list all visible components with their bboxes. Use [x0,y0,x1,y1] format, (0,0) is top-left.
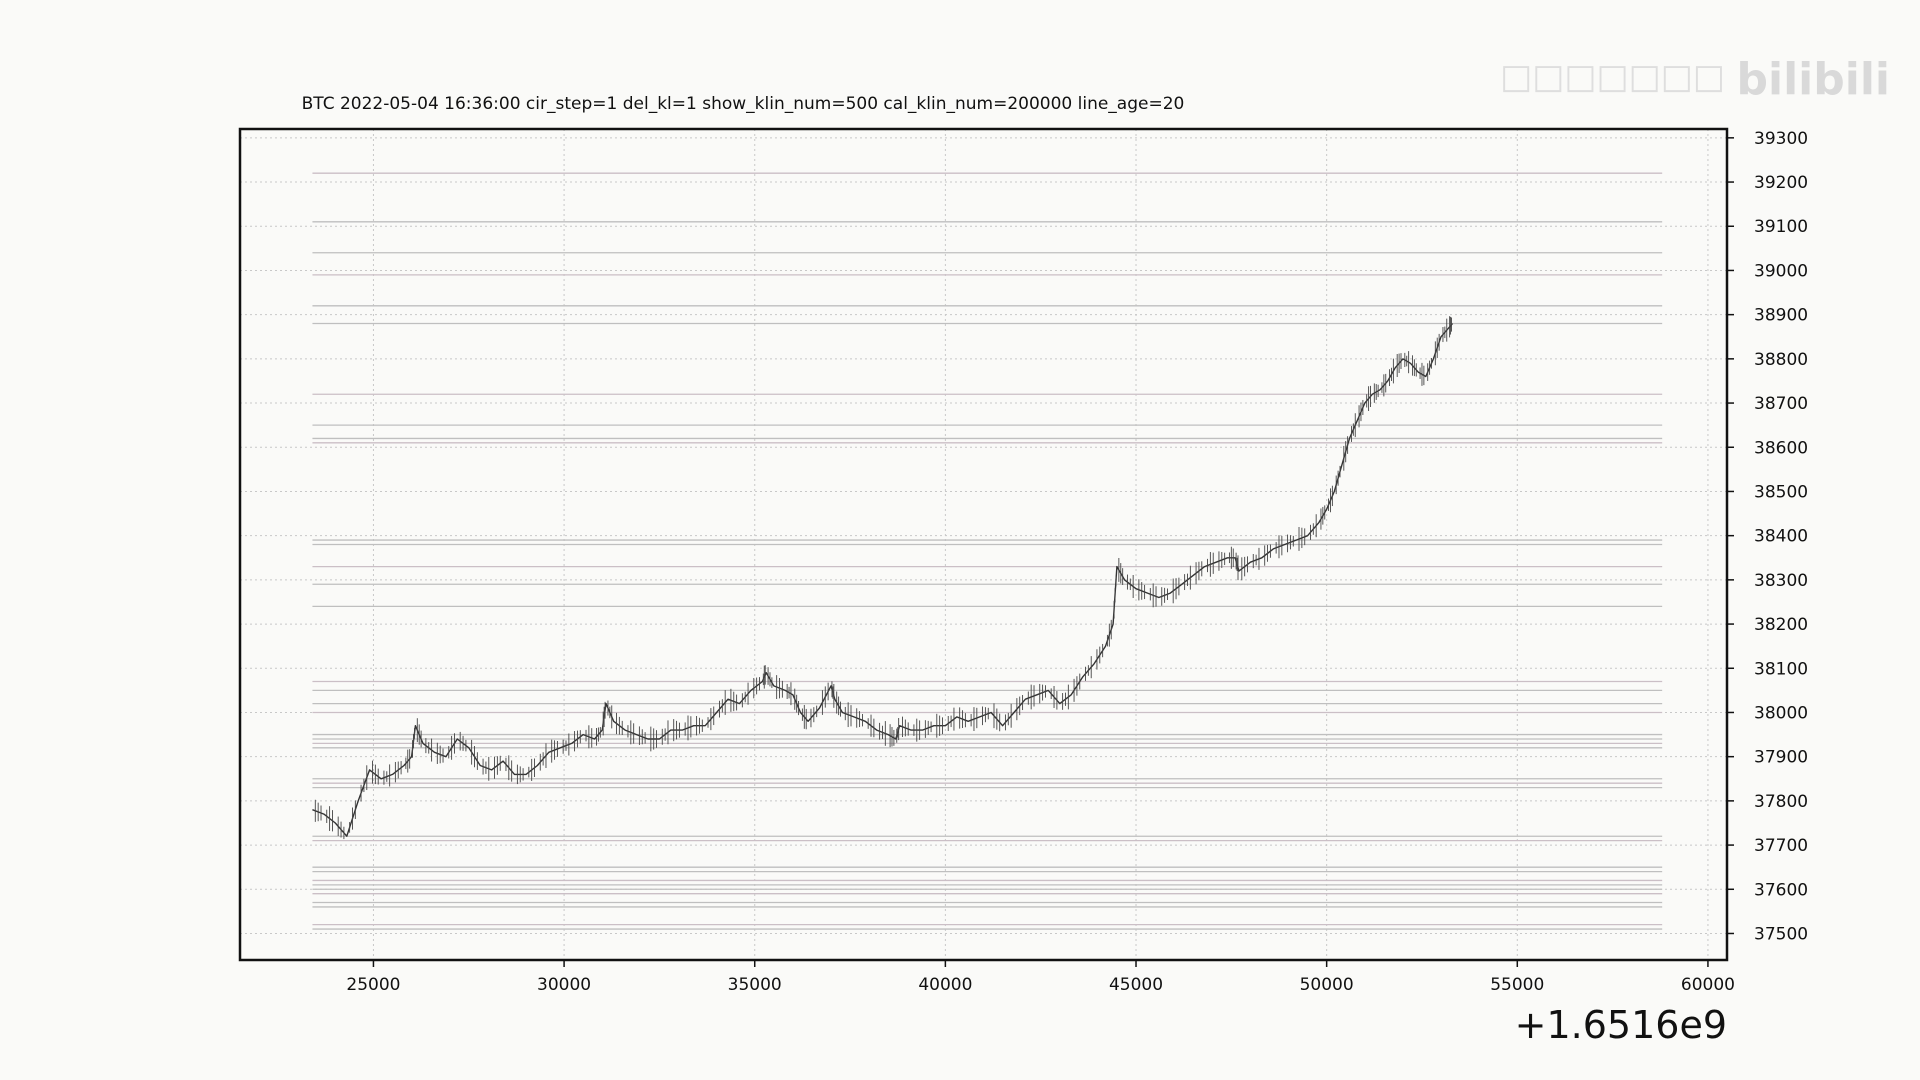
chart-title: BTC 2022-05-04 16:36:00 cir_step=1 del_k… [302,94,1185,114]
y-tick-label: 37800 [1754,792,1808,812]
y-tick-label: 38000 [1754,703,1808,723]
y-tick-label: 38200 [1754,615,1808,635]
y-tick-label: 38300 [1754,571,1808,591]
y-tick-label: 37900 [1754,748,1808,768]
y-tick-label: 39000 [1754,261,1808,281]
y-tick-label: 38800 [1754,350,1808,370]
x-tick-label: 40000 [918,975,972,995]
y-tick-label: 38600 [1754,438,1808,458]
x-tick-label: 25000 [346,975,400,995]
x-axis-offset-label: +1.6516e9 [1515,1003,1727,1047]
y-tick-label: 38900 [1754,306,1808,326]
watermark-bilibili-logo: bilibili [1737,54,1890,105]
plot-frame [238,127,1729,962]
x-tick-label: 60000 [1681,975,1735,995]
x-tick-label: 30000 [537,975,591,995]
series-layer [312,316,1454,840]
y-tick-label: 38100 [1754,659,1808,679]
y-tick-label: 39300 [1754,129,1808,149]
x-axis: 25000 30000 35000 40000 45000 50000 55000 60000 [346,960,1735,995]
horizontal-level-lines [312,172,1663,930]
y-tick-label: 38400 [1754,527,1808,547]
y-tick-label: 38500 [1754,482,1808,502]
y-tick-label: 39100 [1754,217,1808,237]
y-tick-label: 37600 [1754,880,1808,900]
y-tick-label: 39200 [1754,173,1808,193]
y-tick-label: 37700 [1754,836,1808,856]
x-tick-label: 55000 [1490,975,1544,995]
x-tick-label: 50000 [1300,975,1354,995]
y-axis: 37500 37600 37700 37800 37900 38000 38100 38200… [1727,129,1808,944]
y-tick-label: 38700 [1754,394,1808,414]
watermark-channel-text: □□□□□□□ [1500,57,1725,97]
x-tick-label: 45000 [1109,975,1163,995]
y-tick-label: 37500 [1754,924,1808,944]
x-tick-label: 35000 [728,975,782,995]
